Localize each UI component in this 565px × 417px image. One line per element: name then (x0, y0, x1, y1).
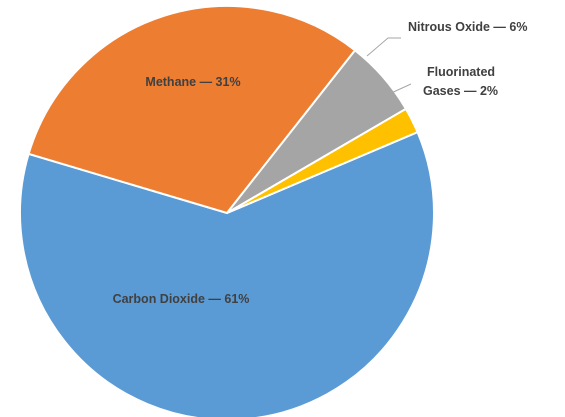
label-carbon-dioxide: Carbon Dioxide — 61% (113, 292, 250, 306)
label-fluorinated-gases-line2: Gases — 2% (423, 84, 498, 98)
label-nitrous-oxide: Nitrous Oxide — 6% (408, 20, 527, 34)
leader-line-nitrous-oxide (366, 37, 401, 57)
leader-line-fluorinated-gases (388, 83, 412, 95)
pie-slices (19, 5, 435, 417)
slice-methane (27, 5, 357, 215)
label-fluorinated-gases-line1: Fluorinated (427, 65, 495, 79)
label-methane: Methane — 31% (145, 75, 240, 89)
slice-carbon-dioxide (19, 130, 435, 417)
slice-fluorinated-gases (226, 107, 419, 214)
